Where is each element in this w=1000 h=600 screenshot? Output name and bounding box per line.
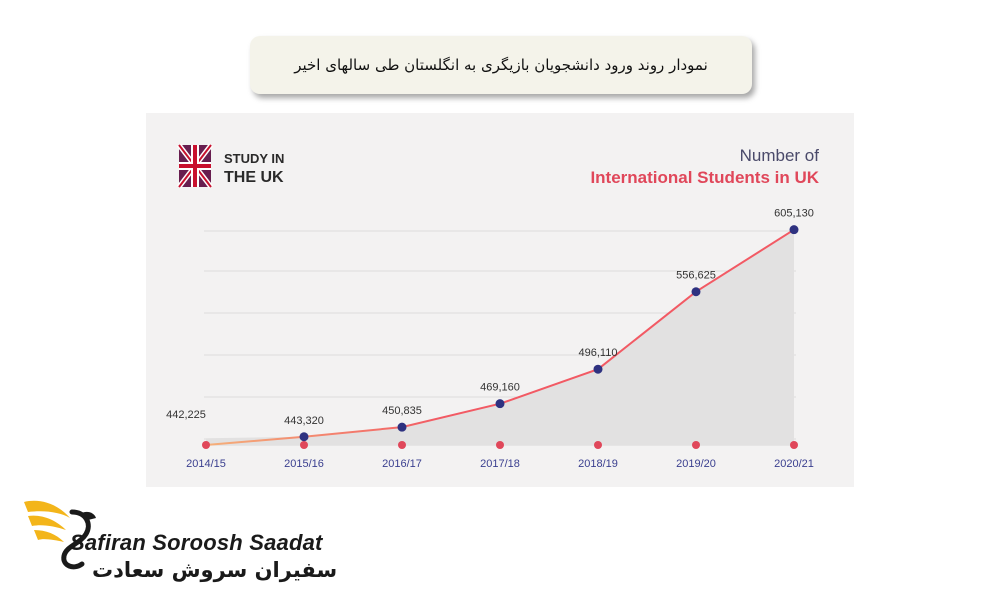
phoenix-logo-icon [24,500,96,570]
x-axis-dot [496,441,504,449]
x-tick-label: 2018/19 [578,458,618,470]
x-axis-dot [398,441,406,449]
page-title: نمودار روند ورود دانشجویان بازیگری به ان… [250,36,752,94]
badge-line1: STUDY IN [224,151,284,166]
area-fill [206,229,794,445]
x-axis-dot [692,441,700,449]
data-label: 442,225 [166,409,206,421]
brand-logo [24,500,96,570]
data-label: 605,130 [774,208,814,220]
data-label: 469,160 [480,382,520,394]
x-axis-dot [300,441,308,449]
data-point [299,432,309,442]
badge-line2: THE UK [224,169,284,186]
data-point [789,225,799,235]
x-axis-dot [202,441,210,449]
x-tick-label: 2017/18 [480,458,520,470]
chart: STUDY IN THE UK Number of International … [166,143,820,470]
x-tick-label: 2016/17 [382,458,422,470]
data-label: 496,110 [579,347,618,359]
x-tick-label: 2020/21 [774,458,814,470]
data-point [397,422,407,432]
x-tick-label: 2019/20 [676,458,716,470]
uk-flag-icon [177,143,213,189]
data-point [691,287,701,297]
logo-text-en: Safiran Soroosh Saadat [70,530,323,555]
area-fill-shape [206,229,794,445]
logo-text-fa: سفیران سروش سعادت [92,558,338,582]
chart-title-line2: International Students in UK [590,168,819,187]
x-tick-label: 2015/16 [284,458,324,470]
data-marks: 2014/15 2015/16 2016/17 2017/18 2018/19 2019/… [166,208,814,470]
data-label: 556,625 [676,270,716,282]
x-axis-dot [594,441,602,449]
chart-title-line1: Number of [740,146,820,165]
chart-panel: STUDY IN THE UK Number of International … [146,113,854,487]
data-label: 443,320 [284,415,324,427]
data-point [593,364,603,374]
data-point [495,399,505,409]
data-label: 450,835 [382,405,422,417]
x-axis-dot [790,441,798,449]
x-tick-label: 2014/15 [186,458,226,470]
